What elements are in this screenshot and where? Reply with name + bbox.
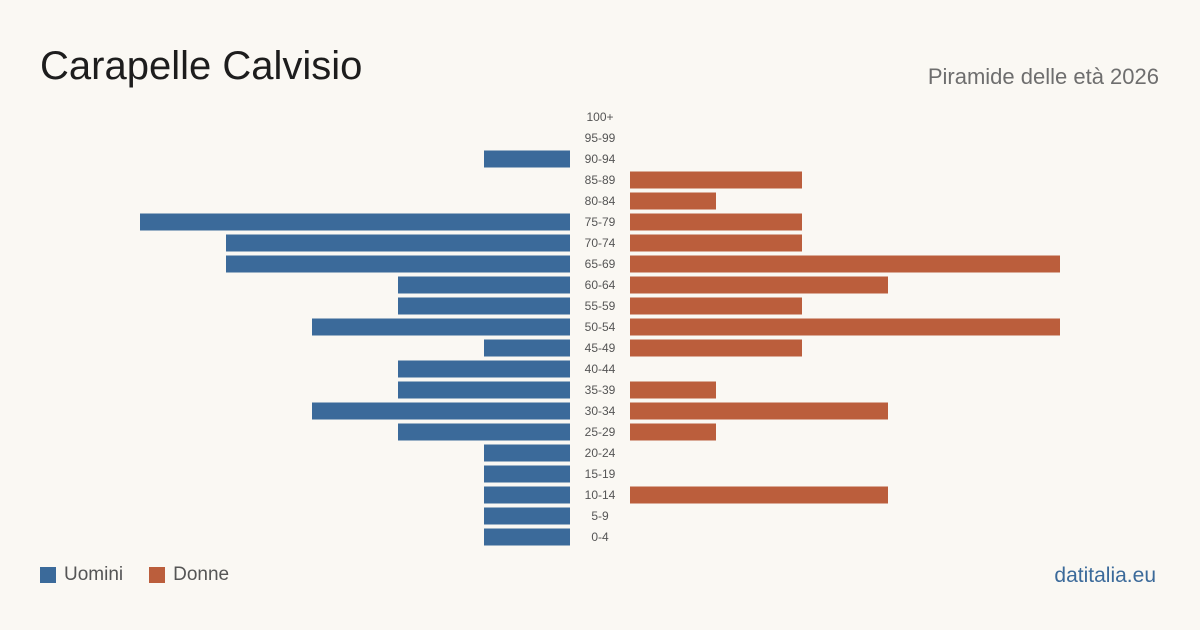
age-label-55-59: 55-59: [585, 299, 616, 313]
bar-men-0-4: [484, 528, 570, 546]
age-label-65-69: 65-69: [585, 257, 616, 271]
bar-women-60-64: [630, 276, 888, 294]
age-label-90-94: 90-94: [585, 152, 616, 166]
bar-women-80-84: [630, 192, 716, 210]
age-label-50-54: 50-54: [585, 320, 616, 334]
legend-item-women: Donne: [149, 564, 229, 586]
bar-men-10-14: [484, 486, 570, 504]
legend-label-women: Donne: [173, 564, 230, 585]
bar-men-25-29: [398, 423, 570, 441]
legend: Uomini Donne: [40, 564, 255, 586]
bar-women-30-34: [630, 402, 888, 420]
bar-women-55-59: [630, 297, 802, 315]
source-link[interactable]: datitalia.eu: [1054, 564, 1156, 587]
legend-label-men: Uomini: [64, 564, 124, 585]
bar-men-50-54: [312, 318, 570, 336]
age-label-35-39: 35-39: [585, 383, 616, 397]
age-label-40-44: 40-44: [585, 362, 616, 376]
bar-women-45-49: [630, 339, 802, 357]
bar-women-10-14: [630, 486, 888, 504]
bar-men-15-19: [484, 465, 570, 483]
age-label-75-79: 75-79: [585, 215, 616, 229]
age-label-85-89: 85-89: [585, 173, 616, 187]
bar-women-70-74: [630, 234, 802, 252]
bar-men-30-34: [312, 402, 570, 420]
age-label-45-49: 45-49: [585, 341, 616, 355]
bar-women-25-29: [630, 423, 716, 441]
bar-men-40-44: [398, 360, 570, 378]
bar-women-35-39: [630, 381, 716, 399]
bar-men-70-74: [226, 234, 570, 252]
age-label-95-99: 95-99: [585, 131, 616, 145]
legend-item-men: Uomini: [40, 564, 123, 586]
legend-swatch-men: [40, 567, 56, 583]
bar-women-75-79: [630, 213, 802, 231]
age-label-30-34: 30-34: [585, 404, 616, 418]
age-label-60-64: 60-64: [585, 278, 616, 292]
age-label-70-74: 70-74: [585, 236, 616, 250]
bar-men-75-79: [140, 213, 570, 231]
chart-subtitle: Piramide delle età 2026: [927, 64, 1159, 89]
bar-women-50-54: [630, 318, 1060, 336]
age-label-10-14: 10-14: [585, 488, 616, 502]
bar-men-5-9: [484, 507, 570, 525]
age-label-80-84: 80-84: [585, 194, 616, 208]
bar-men-35-39: [398, 381, 570, 399]
age-label-5-9: 5-9: [591, 509, 609, 523]
bar-women-65-69: [630, 255, 1060, 273]
bar-men-60-64: [398, 276, 570, 294]
age-label-15-19: 15-19: [585, 467, 616, 481]
legend-swatch-women: [149, 567, 166, 583]
age-label-25-29: 25-29: [585, 425, 616, 439]
age-label-100-plus: 100+: [586, 110, 613, 124]
bar-men-20-24: [484, 444, 570, 462]
page-title: Carapelle Calvisio: [40, 44, 363, 88]
bar-men-45-49: [484, 339, 570, 357]
bar-men-90-94: [484, 150, 570, 168]
bar-women-85-89: [630, 171, 802, 189]
bar-men-55-59: [398, 297, 570, 315]
bar-men-65-69: [226, 255, 570, 273]
age-label-20-24: 20-24: [585, 446, 616, 460]
age-label-0-4: 0-4: [591, 530, 609, 544]
